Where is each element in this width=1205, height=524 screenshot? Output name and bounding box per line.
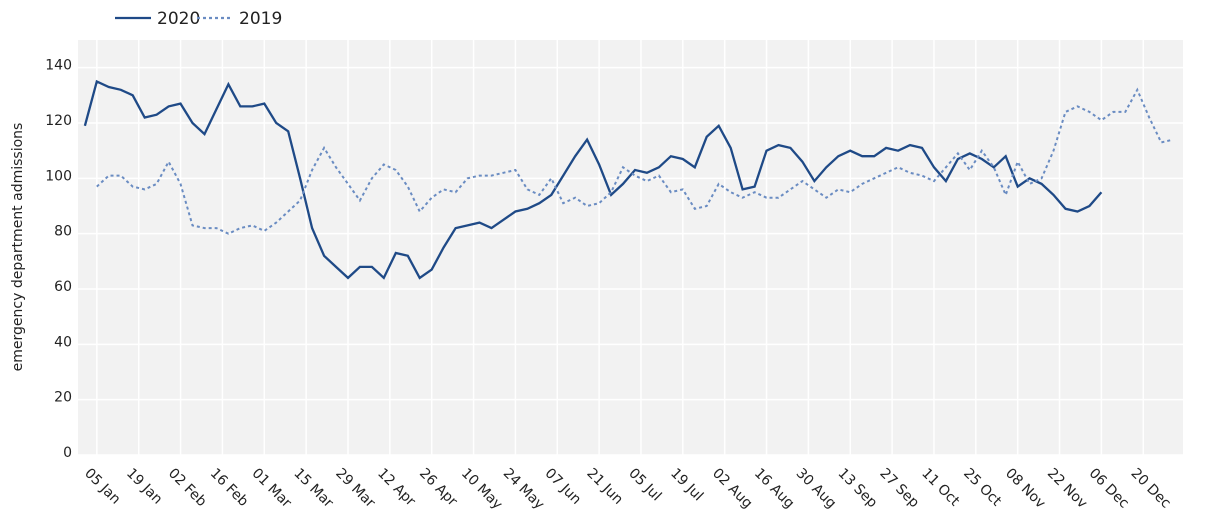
y-tick-label: 60	[54, 279, 72, 295]
x-tick-label: 26 Apr	[416, 465, 460, 509]
y-tick-label: 20	[54, 390, 72, 406]
x-tick-label: 05 Jan	[81, 465, 123, 507]
series-line	[83, 79, 1103, 280]
x-tick-label: 02 Aug	[709, 465, 755, 511]
x-tick-label: 19 Jan	[123, 465, 165, 507]
x-tick-label: 07 Jun	[542, 465, 585, 508]
x-tick-label: 16 Aug	[751, 465, 797, 511]
x-tick-label: 21 Jun	[583, 465, 626, 508]
x-tick-label: 12 Apr	[374, 465, 418, 509]
x-tick-label: 22 Nov	[1044, 465, 1090, 511]
y-tick-label: 100	[45, 168, 72, 184]
x-tick-label: 29 Mar	[332, 465, 378, 511]
x-tick-label: 25 Oct	[960, 465, 1005, 510]
x-tick-label: 05 Jul	[625, 465, 664, 504]
series-line	[96, 87, 1174, 235]
x-tick-label: 27 Sep	[876, 465, 922, 511]
x-tick-label: 13 Sep	[835, 465, 881, 511]
y-tick-label: 120	[45, 113, 72, 129]
y-tick-label: 80	[54, 224, 72, 240]
x-tick-label: 02 Feb	[165, 465, 210, 510]
x-tick-label: 30 Aug	[793, 465, 839, 511]
x-tick-label: 24 May	[500, 465, 548, 513]
x-tick-label: 15 Mar	[290, 465, 336, 511]
y-axis-label: emergency department admissions	[10, 123, 26, 372]
x-tick-label: 20 Dec	[1128, 465, 1174, 511]
x-tick-label: 19 Jul	[667, 465, 706, 504]
y-tick-label: 40	[54, 334, 72, 350]
y-tick-label: 0	[63, 445, 72, 461]
legend-label: 2019	[239, 9, 282, 29]
plot-background	[78, 40, 1183, 455]
x-tick-label: 11 Oct	[918, 465, 963, 510]
x-tick-label: 01 Mar	[249, 465, 295, 511]
legend-label: 2020	[157, 9, 200, 29]
x-tick-label: 08 Nov	[1002, 465, 1048, 511]
x-tick-label: 06 Dec	[1086, 465, 1132, 511]
y-tick-label: 140	[45, 58, 72, 74]
x-tick-label: 16 Feb	[207, 465, 252, 510]
x-tick-label: 10 May	[458, 465, 506, 513]
